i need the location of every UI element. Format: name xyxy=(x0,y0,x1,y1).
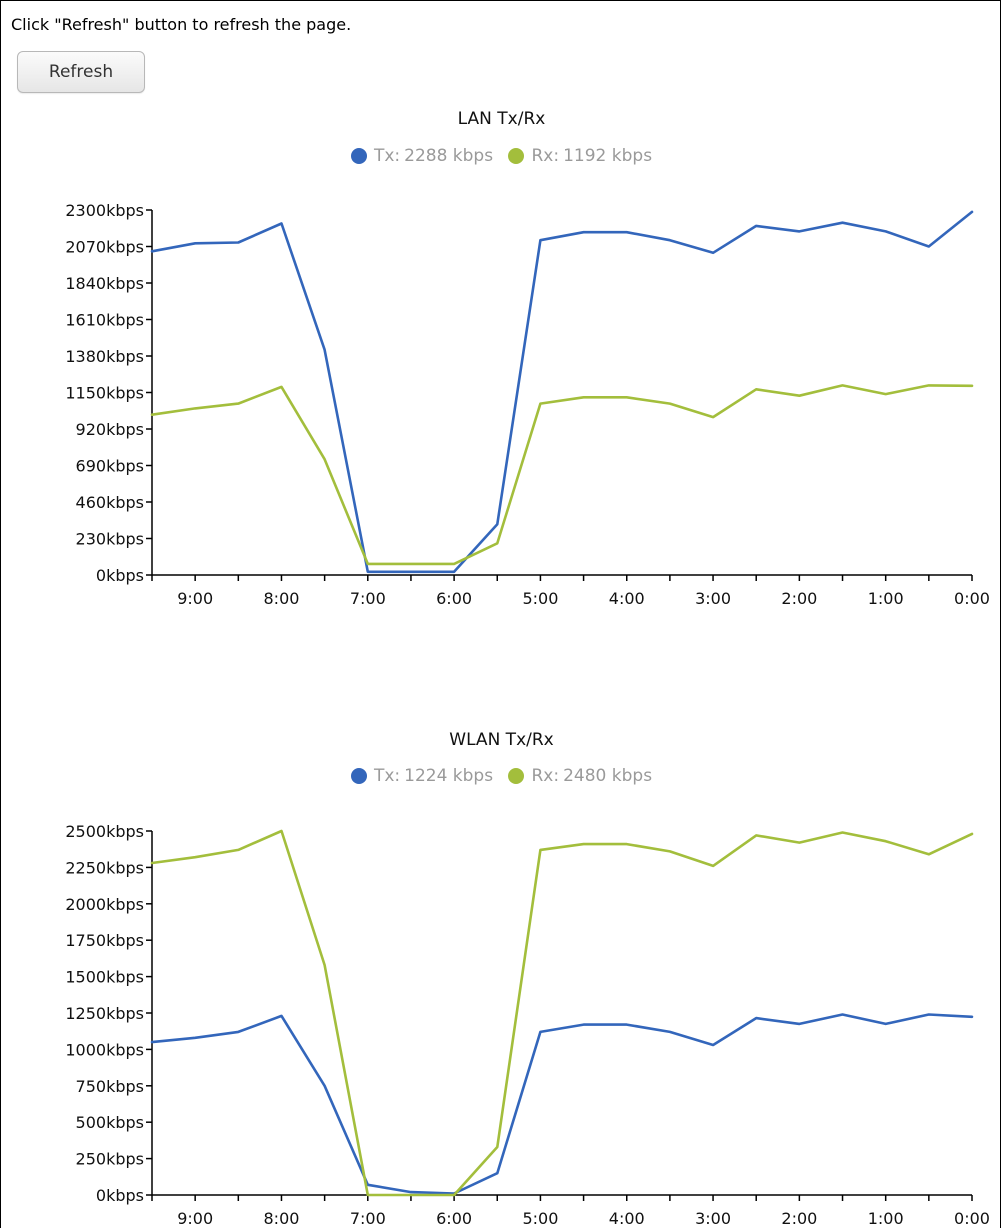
wlan-legend-rx-label: Rx: xyxy=(531,766,560,786)
wlan-legend-rx-value: 2480 kbps xyxy=(563,766,653,786)
tx-series-line xyxy=(150,1013,974,1195)
y-tick-label: 1150kbps xyxy=(65,384,144,403)
x-tick-label: 3:00 xyxy=(695,589,731,608)
y-tick-label: 2250kbps xyxy=(65,858,144,877)
x-tick-label: 3:00 xyxy=(695,1209,731,1228)
x-tick-label: 4:00 xyxy=(609,1209,645,1228)
x-tick-label: 9:00 xyxy=(177,589,213,608)
y-tick-label: 1380kbps xyxy=(65,347,144,366)
lan-chart-legend: Tx: 2288 kbps Rx: 1192 kbps xyxy=(0,146,1003,169)
y-tick-label: 0kbps xyxy=(96,566,144,585)
refresh-instruction: Click "Refresh" button to refresh the pa… xyxy=(11,15,352,34)
x-tick-label: 0:00 xyxy=(954,589,990,608)
refresh-button[interactable]: Refresh xyxy=(17,51,145,93)
tx-series-line xyxy=(150,210,974,574)
y-tick-label: 250kbps xyxy=(76,1150,144,1169)
y-tick-label: 2500kbps xyxy=(65,822,144,841)
x-tick-label: 9:00 xyxy=(177,1209,213,1228)
lan-legend-tx-label: Tx: xyxy=(373,146,401,166)
wlan-chart-legend: Tx: 1224 kbps Rx: 2480 kbps xyxy=(0,766,1003,789)
x-tick-label: 1:00 xyxy=(868,589,904,608)
lan-legend-rx-label: Rx: xyxy=(531,146,560,166)
x-tick-label: 2:00 xyxy=(781,589,817,608)
x-tick-label: 6:00 xyxy=(436,589,472,608)
x-tick-label: 7:00 xyxy=(350,1209,386,1228)
wlan-legend-tx-label: Tx: xyxy=(373,766,401,786)
lan-legend-tx[interactable]: Tx: 2288 kbps xyxy=(350,146,494,166)
x-tick-label: 2:00 xyxy=(781,1209,817,1228)
x-tick-label: 5:00 xyxy=(522,1209,558,1228)
y-tick-label: 1500kbps xyxy=(65,968,144,987)
y-tick-label: 750kbps xyxy=(76,1077,144,1096)
x-tick-label: 5:00 xyxy=(522,589,558,608)
y-tick-label: 1250kbps xyxy=(65,1004,144,1023)
x-tick-label: 4:00 xyxy=(609,589,645,608)
lan-legend-rx[interactable]: Rx: 1192 kbps xyxy=(508,146,652,166)
y-tick-label: 0kbps xyxy=(96,1186,144,1205)
rx-series-line xyxy=(150,384,974,566)
y-tick-label: 500kbps xyxy=(76,1113,144,1132)
y-tick-label: 2070kbps xyxy=(65,238,144,257)
wlan-chart-title: WLAN Tx/Rx xyxy=(449,730,554,750)
rx-series-line xyxy=(150,829,974,1197)
y-tick-label: 460kbps xyxy=(76,493,144,512)
x-tick-label: 8:00 xyxy=(264,1209,300,1228)
x-tick-label: 8:00 xyxy=(264,589,300,608)
y-tick-label: 1000kbps xyxy=(65,1040,144,1059)
x-tick-label: 7:00 xyxy=(350,589,386,608)
rx-dot-icon xyxy=(508,768,525,784)
y-tick-label: 230kbps xyxy=(76,530,144,549)
x-tick-label: 0:00 xyxy=(954,1209,990,1228)
y-tick-label: 2000kbps xyxy=(65,895,144,914)
y-tick-label: 1610kbps xyxy=(65,311,144,330)
tx-dot-icon xyxy=(350,148,367,164)
y-tick-label: 1840kbps xyxy=(65,274,144,293)
y-tick-label: 690kbps xyxy=(76,457,144,476)
wlan-legend-rx[interactable]: Rx: 2480 kbps xyxy=(508,766,652,786)
rx-dot-icon xyxy=(508,148,525,164)
lan-legend-rx-value: 1192 kbps xyxy=(563,146,653,166)
y-tick-label: 1750kbps xyxy=(65,931,144,950)
y-tick-label: 920kbps xyxy=(76,420,144,439)
tx-dot-icon xyxy=(350,768,367,784)
x-tick-label: 1:00 xyxy=(868,1209,904,1228)
wlan-legend-tx-value: 1224 kbps xyxy=(404,766,494,786)
y-tick-label: 2300kbps xyxy=(65,201,144,220)
lan-chart-title: LAN Tx/Rx xyxy=(457,109,546,129)
x-tick-label: 6:00 xyxy=(436,1209,472,1228)
wlan-legend-tx[interactable]: Tx: 1224 kbps xyxy=(350,766,494,786)
lan-legend-tx-value: 2288 kbps xyxy=(404,146,494,166)
